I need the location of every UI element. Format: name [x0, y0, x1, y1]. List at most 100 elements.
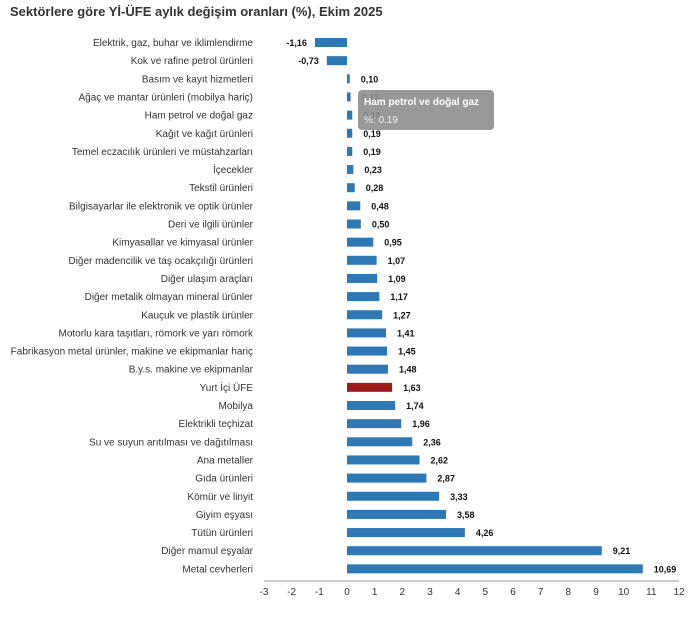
bar-value-label: 0,10 [361, 74, 379, 84]
category-label: Bilgisayarlar ile elektronik ve optik ür… [69, 201, 254, 212]
bar-value-label: -0,73 [298, 56, 319, 66]
bar[interactable] [347, 310, 383, 320]
bar-value-label: 0,48 [371, 201, 389, 211]
category-label: Diğer madencilik ve taş ocakçılığı ürünl… [68, 256, 253, 267]
x-tick-label: 9 [593, 587, 599, 598]
bar-value-label: 1,27 [393, 310, 411, 320]
bar-value-label: 1,45 [398, 347, 416, 357]
bar-value-label: 3,58 [457, 510, 475, 520]
bar-value-label: 10,69 [654, 564, 677, 574]
bar-value-label: 1,74 [406, 401, 424, 411]
x-tick-label: 1 [372, 587, 378, 598]
bar[interactable] [347, 255, 377, 265]
category-label: Su ve suyun arıtılması ve dağıtılması [89, 437, 253, 448]
x-tick-label: 0 [344, 587, 350, 598]
bar[interactable] [347, 364, 388, 374]
bar[interactable] [347, 564, 643, 574]
category-label: B.y.s. makine ve ekipmanlar [129, 365, 254, 376]
bar[interactable] [347, 546, 602, 556]
bar-value-label: 9,21 [613, 546, 631, 556]
bar[interactable] [347, 455, 420, 465]
category-label: Kok ve rafine petrol ürünleri [131, 56, 253, 67]
category-label: İçecekler [213, 163, 254, 176]
bar[interactable] [347, 419, 402, 429]
category-label: Ağaç ve mantar ürünleri (mobilya hariç) [78, 92, 253, 103]
x-tick-label: 12 [673, 587, 685, 598]
bar-value-label: 1,09 [388, 274, 406, 284]
category-label: Tütün ürünleri [191, 528, 253, 539]
bar[interactable] [347, 165, 354, 175]
bar-value-label: 4,26 [476, 528, 494, 538]
bar-value-label: 1,63 [403, 383, 421, 393]
bar[interactable] [347, 292, 380, 302]
bar-value-label: 2,87 [437, 474, 455, 484]
category-label: Ham petrol ve doğal gaz [145, 111, 253, 122]
category-label: Kauçuk ve plastik ürünler [141, 310, 253, 321]
bar[interactable] [347, 328, 387, 338]
bar[interactable] [347, 146, 353, 156]
bar[interactable] [347, 473, 427, 483]
bar[interactable] [347, 201, 361, 211]
bar-value-label: 0,19 [363, 129, 381, 139]
category-label: Basım ve kayıt hizmetleri [142, 74, 253, 85]
bar-value-label: 0,23 [364, 165, 382, 175]
bar-value-label: 1,48 [399, 365, 417, 375]
bar-value-label: 1,07 [388, 256, 406, 266]
bar[interactable] [347, 110, 353, 120]
category-label: Temel eczacılık ürünleri ve müstahzarlar… [72, 147, 253, 158]
bar[interactable] [347, 219, 361, 229]
category-label: Diğer mamul eşyalar [161, 546, 253, 557]
bar-value-label: 0,28 [366, 183, 384, 193]
category-label: Diğer metalik olmayan mineral ürünler [85, 292, 254, 303]
bar-value-label: 1,17 [390, 292, 408, 302]
x-tick-label: -1 [315, 587, 324, 598]
category-label: Diğer ulaşım araçları [161, 274, 253, 285]
bar-value-label: 0,95 [384, 238, 402, 248]
bar-value-label: 1,96 [412, 419, 430, 429]
bar[interactable] [347, 183, 355, 193]
bar[interactable] [326, 56, 347, 66]
category-label: Fabrikasyon metal ürünler, makine ve eki… [11, 347, 253, 358]
bar[interactable] [347, 437, 413, 447]
category-label: Mobilya [219, 401, 254, 412]
x-tick-label: -2 [287, 587, 296, 598]
bar-value-label: 2,62 [430, 455, 448, 465]
x-tick-label: 10 [618, 587, 630, 598]
bar[interactable] [347, 509, 447, 519]
x-tick-label: 8 [566, 587, 572, 598]
x-tick-label: 2 [400, 587, 406, 598]
category-label: Elektrik, gaz, buhar ve iklimlendirme [93, 38, 253, 49]
category-label: Metal cevherleri [182, 564, 253, 575]
bar[interactable] [347, 237, 374, 247]
category-label: Yurt İçi ÜFE [200, 381, 254, 394]
x-tick-label: 6 [510, 587, 516, 598]
bar[interactable] [347, 128, 353, 138]
x-tick-label: 4 [455, 587, 461, 598]
bar[interactable] [347, 382, 393, 392]
bar-value-label: 0,50 [372, 220, 390, 230]
category-label: Gıda ürünleri [195, 474, 253, 485]
category-label: Deri ve ilgili ürünler [168, 220, 254, 231]
bar-value-label: 2,36 [423, 437, 441, 447]
x-tick-label: 5 [483, 587, 489, 598]
bar[interactable] [347, 491, 440, 501]
bar-value-label: -1,16 [286, 38, 307, 48]
bar[interactable] [347, 401, 396, 410]
x-tick-label: 3 [427, 587, 433, 598]
tooltip-title: Ham petrol ve doğal gaz [364, 97, 479, 108]
bar[interactable] [347, 92, 351, 102]
tooltip-value: %: 0.19 [364, 115, 398, 126]
chart-title: Sektörlere göre Yİ-ÜFE aylık değişim ora… [10, 4, 383, 19]
bar[interactable] [347, 346, 388, 356]
bar[interactable] [314, 38, 347, 47]
category-label: Giyim eşyası [196, 510, 253, 521]
bar-value-label: 3,33 [450, 492, 468, 502]
category-label: Motorlu kara taşıtları, römork ve yarı r… [59, 328, 254, 339]
x-tick-label: 11 [646, 587, 657, 598]
bar-value-label: 1,41 [397, 328, 415, 338]
category-label: Tekstil ürünleri [189, 183, 253, 194]
bar[interactable] [347, 528, 465, 538]
bar[interactable] [347, 273, 378, 283]
bar[interactable] [347, 74, 350, 84]
